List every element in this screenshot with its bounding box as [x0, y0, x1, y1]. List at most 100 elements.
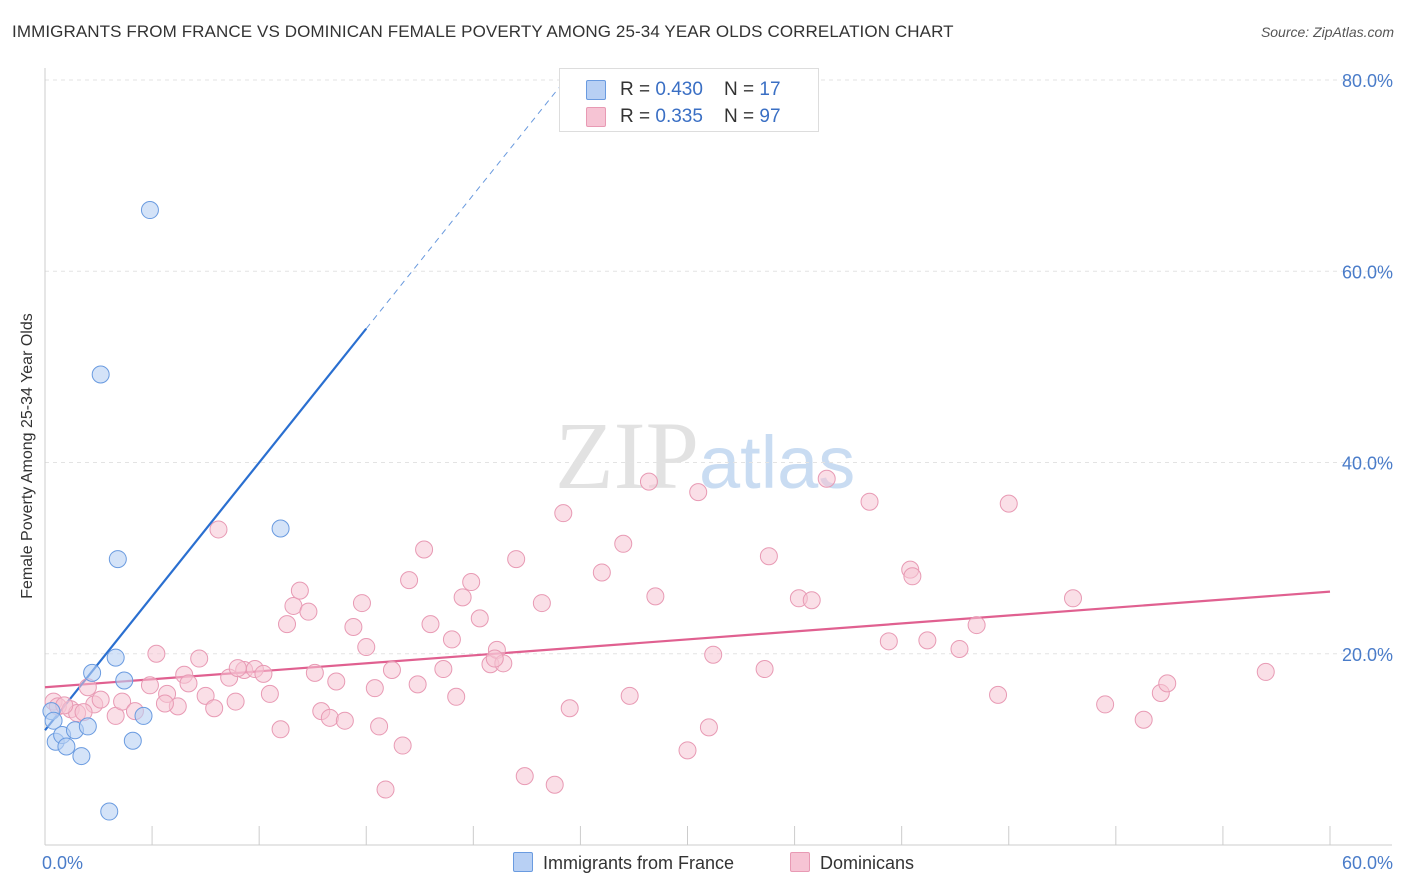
bottom-legend-swatch-france [513, 852, 533, 872]
bottom-legend-france: Immigrants from France [513, 852, 734, 874]
dominicans-point [357, 638, 376, 657]
bottom-legend-swatch-dominicans [790, 852, 810, 872]
dominicans-point [470, 609, 489, 628]
legend-r-label: R = [620, 106, 656, 127]
dominicans-point [393, 736, 412, 755]
axes [44, 68, 1392, 846]
dominicans-point [305, 663, 324, 682]
bottom-legend-label-france: Immigrants from France [543, 853, 735, 873]
dominicans-point [1134, 710, 1153, 729]
correlation-legend: R = 0.430 N = 17 R = 0.335 N = 97 [559, 68, 819, 132]
france-point [57, 737, 76, 756]
dominicans-point [260, 684, 279, 703]
dominicans-point [545, 775, 564, 794]
legend-n-label: N = [724, 106, 760, 127]
dominicans-point [278, 615, 297, 634]
dominicans-point [639, 472, 658, 491]
dominicans-point [485, 649, 504, 668]
dominicans-point [209, 520, 228, 539]
dominicans-point [879, 632, 898, 651]
france-trend-extension [365, 87, 560, 329]
dominicans-point [860, 492, 879, 511]
dominicans-point [755, 660, 774, 679]
dominicans-point [382, 661, 401, 680]
dominicans-point [532, 594, 551, 613]
dominicans-point [967, 616, 986, 635]
dominicans-point [592, 563, 611, 582]
dominicans-point [113, 692, 132, 711]
legend-r-value-dominicans: 0.335 [655, 106, 703, 127]
france-point [108, 550, 127, 569]
france-point [140, 201, 159, 220]
dominicans-point [179, 674, 198, 693]
dominicans-point [554, 504, 573, 523]
dominicans-point [421, 615, 440, 634]
dominicans-point [320, 708, 339, 727]
legend-r-value-france: 0.430 [655, 79, 703, 100]
dominicans-point [365, 679, 384, 698]
dominicans-point [620, 686, 639, 705]
france-point [44, 711, 63, 730]
france-point [83, 663, 102, 682]
legend-swatch-france [586, 80, 606, 100]
legend-r-label: R = [620, 79, 656, 100]
dominicans-point [155, 694, 174, 713]
france-trend-line [44, 327, 368, 731]
dominicans-point [284, 596, 303, 615]
dominicans-point [950, 639, 969, 658]
dominicans-point [442, 630, 461, 649]
dominicans-point [434, 660, 453, 679]
bottom-legend-dominicans: Dominicans [790, 852, 914, 874]
france-point [271, 519, 290, 538]
y-tick-label: 80.0% [1342, 71, 1393, 91]
dominicans-point [447, 687, 466, 706]
dominicans-point [370, 717, 389, 736]
dominicans-point [415, 540, 434, 559]
dominicans-point [299, 602, 318, 621]
france-point [115, 671, 134, 690]
dominicans-point [205, 699, 224, 718]
x-tick-label-max: 60.0% [1342, 853, 1393, 873]
dominicans-point [678, 741, 697, 760]
y-tick-label: 60.0% [1342, 262, 1393, 282]
dominicans-point [400, 571, 419, 590]
source-label: Source: ZipAtlas.com [1260, 24, 1394, 40]
france-point [123, 731, 142, 750]
dominicans-point [91, 690, 110, 709]
dominicans-point [271, 720, 290, 739]
legend-n-value-france: 17 [759, 79, 781, 100]
dominicans-point [453, 588, 472, 607]
x-tick-label-min: 0.0% [42, 853, 83, 873]
dominicans-point [226, 692, 245, 711]
gridlines [45, 79, 1392, 655]
dominicans-point [1256, 662, 1275, 681]
dominicans-point [817, 469, 836, 488]
dominicans-point [989, 685, 1008, 704]
y-tick-label: 40.0% [1342, 454, 1393, 474]
dominicans-point [140, 676, 159, 695]
y-tick-label: 20.0% [1342, 645, 1393, 665]
watermark-zip: ZIP [555, 402, 699, 509]
dominicans-point [327, 672, 346, 691]
dominicans-point [147, 644, 166, 663]
bottom-legend-label-dominicans: Dominicans [820, 853, 915, 873]
legend-text-dominicans: R = 0.335 N = 97 [620, 106, 781, 128]
france-point [72, 747, 91, 766]
dominicans-point [1096, 695, 1115, 714]
dominicans-point [802, 591, 821, 610]
dominicans-point [507, 550, 526, 569]
dominicans-points [44, 469, 1275, 799]
dominicans-point [646, 587, 665, 606]
dominicans-point [290, 581, 309, 600]
dominicans-point [462, 573, 481, 592]
dominicans-point [614, 534, 633, 553]
dominicans-point [515, 767, 534, 786]
legend-n-value-dominicans: 97 [759, 106, 781, 127]
dominicans-point [918, 631, 937, 650]
france-point [91, 365, 110, 384]
dominicans-point [335, 711, 354, 730]
dominicans-point [1158, 674, 1177, 693]
dominicans-point [903, 567, 922, 586]
dominicans-point [759, 547, 778, 566]
